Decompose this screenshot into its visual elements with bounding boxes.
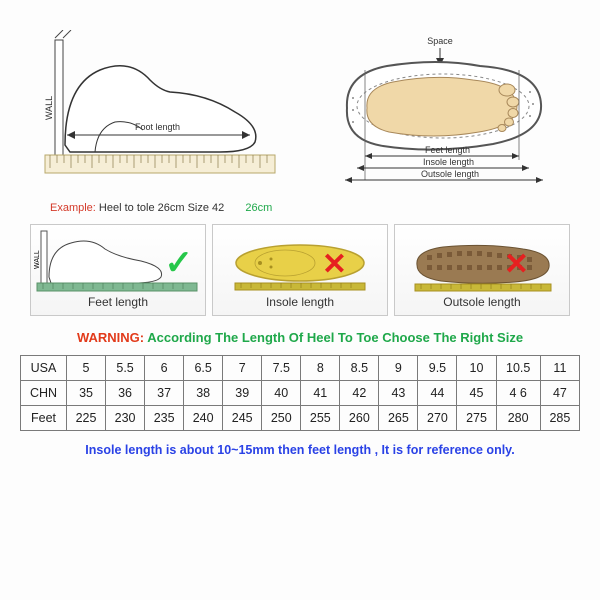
x-icon: ✕ [504,247,529,282]
example-text: Heel to tole 26cm Size 42 [99,202,224,214]
foot-shoe-diagram: Space [315,30,565,190]
warning-line: WARNING: According The Length Of Heel To… [20,330,580,345]
foot-length-label: Foot length [135,122,180,132]
panel-insole-label: Insole length [266,295,334,309]
size-cell: 8 [301,356,340,381]
size-cell: 255 [301,406,340,431]
size-cell: 6 [145,356,184,381]
size-cell: 41 [301,381,340,406]
panel-outsole-length: ✕ Outsole length [394,224,570,316]
size-cell: 230 [106,406,145,431]
size-cell: 250 [262,406,301,431]
size-cell: 10.5 [496,356,540,381]
size-cell: 225 [67,406,106,431]
table-row: CHN35363738394041424344454 647 [21,381,580,406]
size-cell: 4 6 [496,381,540,406]
size-cell: 285 [540,406,579,431]
size-cell: 9 [379,356,418,381]
size-cell: 35 [67,381,106,406]
example-value: 26cm [245,202,272,214]
size-cell: 43 [379,381,418,406]
panel-feet-length: WALL ✓ Feet length [30,224,206,316]
panel-feet-label: Feet length [88,295,148,309]
size-cell: 5 [67,356,106,381]
check-icon: ✓ [165,243,194,283]
size-cell: 39 [223,381,262,406]
size-cell: 9.5 [418,356,457,381]
wall-label: WALL [44,96,54,120]
example-line: Example: Heel to tole 26cm Size 42 26cm [50,202,580,214]
top-diagrams-row: WALL Foot length [20,30,580,190]
size-cell: 280 [496,406,540,431]
table-row: USA55.566.577.588.599.51010.511 [21,356,580,381]
row-header: USA [21,356,67,381]
size-table: USA55.566.577.588.599.51010.511CHN353637… [20,355,580,431]
size-cell: 275 [457,406,496,431]
size-cell: 11 [540,356,579,381]
row-header: Feet [21,406,67,431]
size-cell: 38 [184,381,223,406]
panel-wall-label: WALL [34,250,41,269]
warning-word: WARNING: [77,330,144,345]
space-label: Space [427,36,453,46]
size-cell: 265 [379,406,418,431]
size-cell: 47 [540,381,579,406]
outsole-length-label-top: Outsole length [421,169,479,179]
example-label: Example: [50,202,96,214]
foot-wall-diagram: WALL Foot length [35,30,285,190]
three-panels-row: WALL ✓ Feet length [20,224,580,316]
size-cell: 245 [223,406,262,431]
sizing-guide-container: WALL Foot length [0,0,600,600]
size-cell: 7.5 [262,356,301,381]
size-cell: 7 [223,356,262,381]
size-cell: 270 [418,406,457,431]
size-cell: 36 [106,381,145,406]
size-cell: 44 [418,381,457,406]
insole-length-label-top: Insole length [423,157,474,167]
size-cell: 37 [145,381,184,406]
size-cell: 10 [457,356,496,381]
size-cell: 40 [262,381,301,406]
note-line: Insole length is about 10~15mm then feet… [20,443,580,457]
size-cell: 8.5 [340,356,379,381]
panel-insole-length: ✕ Insole length [212,224,388,316]
size-cell: 240 [184,406,223,431]
size-cell: 42 [340,381,379,406]
x-icon: ✕ [322,247,347,282]
size-cell: 6.5 [184,356,223,381]
warning-text: According The Length Of Heel To Toe Choo… [147,330,523,345]
feet-length-label-top: Feet length [425,145,470,155]
size-cell: 5.5 [106,356,145,381]
panel-outsole-label: Outsole length [443,295,520,309]
size-cell: 235 [145,406,184,431]
row-header: CHN [21,381,67,406]
size-cell: 45 [457,381,496,406]
table-row: Feet225230235240245250255260265270275280… [21,406,580,431]
size-cell: 260 [340,406,379,431]
